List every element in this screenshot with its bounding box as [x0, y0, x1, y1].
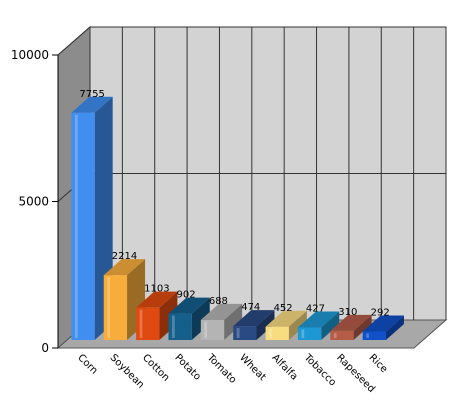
bar-front-face: [103, 275, 128, 340]
category-label: Cotton: [140, 352, 171, 383]
bar-highlight: [269, 328, 272, 338]
y-tick-label: 5000: [18, 195, 49, 209]
bar-highlight: [333, 332, 337, 338]
y-tick-label: 10000: [11, 48, 49, 62]
bar-wheat: [233, 310, 275, 340]
bar-top-face: [200, 303, 243, 320]
bar-highlight: [236, 328, 240, 338]
bar-front-face: [330, 330, 354, 340]
value-label: 292: [371, 307, 390, 318]
bar-top-face: [136, 291, 178, 308]
value-labels: 7755 2214 1103 902 688 474 452 427 310 292: [79, 89, 389, 319]
bar-soybean: [103, 259, 146, 340]
category-label: Soybean: [108, 352, 146, 390]
bar-highlight: [301, 329, 305, 338]
y-axis: 0 5000 10000: [11, 48, 59, 355]
bar-highlight: [74, 114, 78, 338]
bar-top-face: [168, 297, 210, 314]
value-label: 2214: [112, 251, 137, 262]
side-grid-line: [57, 26, 91, 56]
bar-highlight: [139, 309, 143, 338]
bar-side-face: [256, 310, 275, 340]
bar-top-face: [103, 259, 146, 276]
value-label: 902: [176, 290, 195, 301]
bars: [71, 96, 404, 340]
value-label: 474: [241, 302, 260, 313]
bar-tobacco: [297, 311, 340, 340]
bar-top-face: [362, 315, 404, 332]
value-label: 427: [306, 303, 325, 314]
bar-side-face: [288, 310, 307, 340]
bar-tomato: [200, 303, 243, 340]
bar-side-face: [385, 315, 404, 340]
category-label: Tobacco: [301, 352, 338, 389]
bar-top-face: [330, 314, 372, 331]
bar-front-face: [362, 331, 386, 340]
bar-highlight: [107, 277, 111, 338]
value-label: 7755: [79, 89, 104, 100]
bar-rice: [362, 315, 404, 340]
bar-highlight: [204, 321, 208, 338]
bar-top-face: [233, 310, 275, 327]
bar-side-face: [353, 314, 372, 340]
y-tick-label: 0: [41, 341, 49, 355]
value-label: 452: [274, 303, 293, 314]
category-label: Tomato: [204, 352, 238, 386]
bar-rapeseed: [330, 314, 372, 340]
value-label: 310: [338, 307, 357, 318]
bar-potato: [168, 297, 210, 340]
bar-front-face: [200, 319, 225, 340]
bar-side-face: [191, 297, 210, 340]
bar-highlight: [171, 315, 175, 338]
bar-alfalfa: [265, 310, 307, 340]
bar-top-face: [71, 96, 113, 113]
category-label: Alfalfa: [269, 352, 299, 382]
value-label: 688: [209, 296, 228, 307]
category-label: Corn: [75, 352, 99, 376]
bar-top-face: [297, 311, 340, 328]
bar-highlight: [366, 333, 369, 338]
category-label: Wheat: [237, 352, 268, 383]
category-label: Potato: [172, 352, 202, 382]
value-label: 1103: [144, 284, 169, 295]
bar-side-face: [224, 303, 243, 340]
bar-top-face: [265, 310, 307, 327]
bar-side-face: [321, 311, 340, 340]
category-label: Rice: [367, 352, 390, 375]
